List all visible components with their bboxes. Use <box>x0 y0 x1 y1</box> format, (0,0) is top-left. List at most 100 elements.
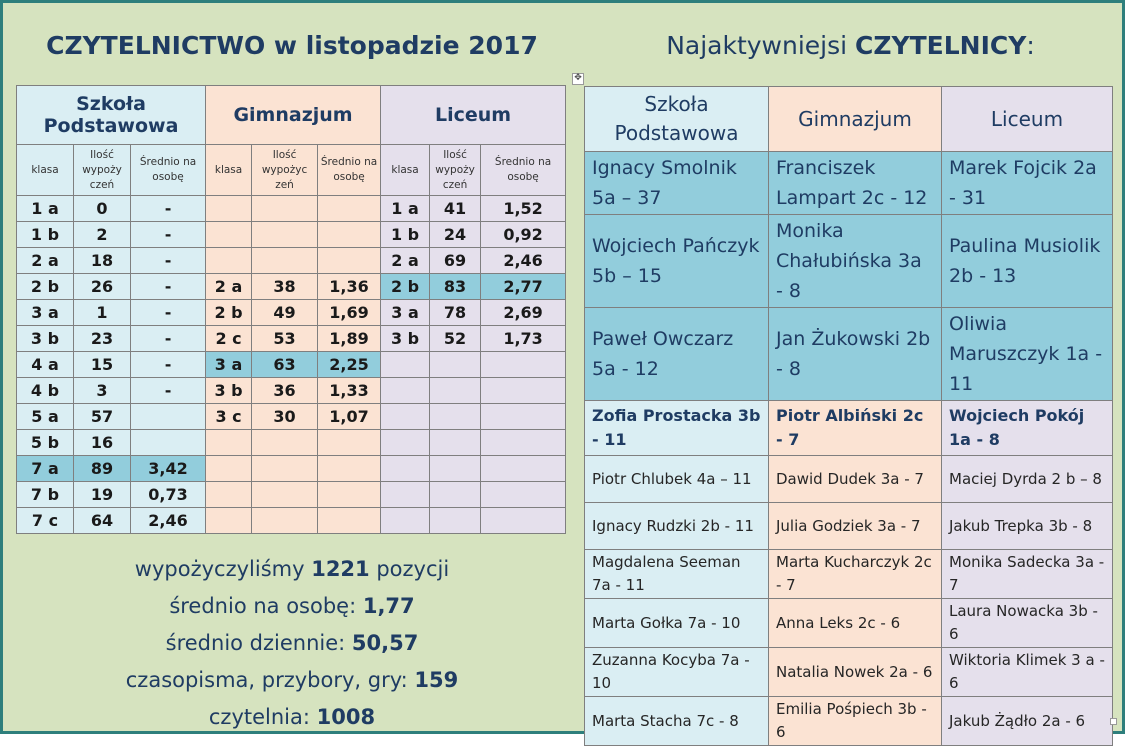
li-srednio-cell: 2,77 <box>480 273 567 300</box>
sp-reader-cell: Zuzanna Kocyba 7a - 10 <box>584 647 769 697</box>
readers-row: Paweł Owczarz 5a - 12 Jan Żukowski 2b - 8… <box>584 307 1113 401</box>
gm-srednio-cell <box>317 221 382 248</box>
gm-klasa-cell: 2 c <box>205 325 253 352</box>
summary-reading-room: czytelnia: 1008 <box>208 705 376 729</box>
group-header-sp: Szkoła Podstawowa <box>15 85 207 145</box>
stats-row: 2 b 26-2 a 38 1,36 2 b 83 2,77 <box>16 273 567 300</box>
sp-srednio-cell: 2,46 <box>129 507 207 534</box>
summary-magazines: czasopisma, przybory, gry: 159 <box>125 668 459 692</box>
sp-srednio-cell <box>129 429 207 456</box>
li-srednio-cell <box>480 403 567 430</box>
sp-reader-cell: Zofia Prostacka 3b - 11 <box>584 400 769 456</box>
summary: wypożyczyliśmy 1221 pozycji średnio na o… <box>17 551 567 736</box>
gm-srednio-cell: 1,07 <box>317 403 382 430</box>
gm-reader-cell: Emilia Pośpiech 3b - 6 <box>768 696 942 746</box>
gm-srednio-cell <box>317 481 382 508</box>
sp-klasa-cell: 7 a <box>16 455 74 482</box>
sp-ilosc-cell: 19 <box>73 481 131 508</box>
sp-srednio-cell: - <box>129 247 207 274</box>
li-klasa-cell: 2 b <box>380 273 431 300</box>
col-header-ilosc: Ilość wypoży czeń <box>73 144 131 196</box>
col-header-klasa: klasa <box>205 144 253 196</box>
li-ilosc-cell: 78 <box>429 299 482 326</box>
sp-reader-cell: Ignacy Smolnik 5a – 37 <box>584 151 769 215</box>
li-srednio-cell <box>480 377 567 404</box>
gm-klasa-cell <box>205 195 253 222</box>
gm-reader-cell: Marta Kucharczyk 2c - 7 <box>768 549 942 599</box>
li-reader-cell: Marek Fojcik 2a - 31 <box>941 151 1113 215</box>
table-resize-handle[interactable] <box>1110 718 1117 725</box>
li-srednio-cell: 0,92 <box>480 221 567 248</box>
sp-reader-cell: Piotr Chlubek 4a – 11 <box>584 455 769 503</box>
stats-row: 7 b 19 0,73 <box>16 481 567 508</box>
gm-ilosc-cell: 53 <box>251 325 319 352</box>
readers-table: Szkoła Podstawowa Gimnazjum Liceum Ignac… <box>584 86 1113 746</box>
readers-header-sp: Szkoła Podstawowa <box>584 86 769 152</box>
li-ilosc-cell <box>429 481 482 508</box>
col-header-srednio: Średnio na osobę <box>480 144 567 196</box>
sp-klasa-cell: 1 a <box>16 195 74 222</box>
gm-srednio-cell <box>317 507 382 534</box>
readers-row: Wojciech Pańczyk 5b – 15 Monika Chałubińs… <box>584 214 1113 308</box>
sp-klasa-cell: 2 b <box>16 273 74 300</box>
readers-title: Najaktywniejsi CZYTELNICY: <box>588 31 1113 60</box>
col-header-klasa: klasa <box>380 144 431 196</box>
li-srednio-cell: 2,46 <box>480 247 567 274</box>
col-header-srednio: Średnio na osobę <box>317 144 382 196</box>
li-ilosc-cell: 41 <box>429 195 482 222</box>
gm-ilosc-cell: 49 <box>251 299 319 326</box>
li-ilosc-cell: 69 <box>429 247 482 274</box>
li-ilosc-cell <box>429 351 482 378</box>
gm-klasa-cell: 2 b <box>205 299 253 326</box>
li-srednio-cell <box>480 507 567 534</box>
gm-srednio-cell: 2,25 <box>317 351 382 378</box>
gm-klasa-cell: 3 b <box>205 377 253 404</box>
sp-srednio-cell: - <box>129 299 207 326</box>
sp-klasa-cell: 7 c <box>16 507 74 534</box>
sp-reader-cell: Magdalena Seeman 7a - 11 <box>584 549 769 599</box>
summary-loans: wypożyczyliśmy 1221 pozycji <box>134 557 450 581</box>
li-reader-cell: Jakub Żądło 2a - 6 <box>941 696 1113 746</box>
li-reader-cell: Maciej Dyrda 2 b – 8 <box>941 455 1113 503</box>
stats-row: 5 b 16 <box>16 429 567 456</box>
li-klasa-cell <box>380 403 431 430</box>
sp-klasa-cell: 3 b <box>16 325 74 352</box>
sp-srednio-cell: 0,73 <box>129 481 207 508</box>
gm-srednio-cell <box>317 455 382 482</box>
sp-ilosc-cell: 89 <box>73 455 131 482</box>
sp-ilosc-cell: 26 <box>73 273 131 300</box>
table-move-handle-icon[interactable]: ✥ <box>572 73 584 85</box>
sp-ilosc-cell: 23 <box>73 325 131 352</box>
readers-row: Zuzanna Kocyba 7a - 10 Natalia Nowek 2a -… <box>584 647 1113 697</box>
li-reader-cell: Paulina Musiolik 2b - 13 <box>941 214 1113 308</box>
gm-ilosc-cell: 38 <box>251 273 319 300</box>
gm-srednio-cell <box>317 195 382 222</box>
readers-row: Marta Gołka 7a - 10 Anna Leks 2c - 6 Laura… <box>584 598 1113 648</box>
sp-klasa-cell: 2 a <box>16 247 74 274</box>
sp-reader-cell: Wojciech Pańczyk 5b – 15 <box>584 214 769 308</box>
readers-title-suffix: : <box>1026 31 1035 60</box>
gm-reader-cell: Anna Leks 2c - 6 <box>768 598 942 648</box>
sp-reader-cell: Marta Stacha 7c - 8 <box>584 696 769 746</box>
summary-average: średnio na osobę: 1,77 <box>169 594 415 618</box>
li-reader-cell: Wiktoria Klimek 3 a - 6 <box>941 647 1113 697</box>
li-klasa-cell <box>380 507 431 534</box>
gm-ilosc-cell <box>251 481 319 508</box>
li-srednio-cell <box>480 481 567 508</box>
li-reader-cell: Oliwia Maruszczyk 1a - 11 <box>941 307 1113 401</box>
li-ilosc-cell <box>429 455 482 482</box>
li-srednio-cell <box>480 351 567 378</box>
gm-reader-cell: Jan Żukowski 2b - 8 <box>768 307 942 401</box>
stats-title: CZYTELNICTWO w listopadzie 2017 <box>46 31 538 60</box>
li-reader-cell: Laura Nowacka 3b - 6 <box>941 598 1113 648</box>
sp-klasa-cell: 5 a <box>16 403 74 430</box>
gm-srednio-cell: 1,69 <box>317 299 382 326</box>
summary-daily: średnio dziennie: 50,57 <box>165 631 419 655</box>
gm-ilosc-cell: 30 <box>251 403 319 430</box>
li-ilosc-cell <box>429 429 482 456</box>
li-klasa-cell: 1 a <box>380 195 431 222</box>
sp-srednio-cell: - <box>129 325 207 352</box>
gm-klasa-cell <box>205 455 253 482</box>
gm-ilosc-cell <box>251 429 319 456</box>
gm-ilosc-cell <box>251 455 319 482</box>
